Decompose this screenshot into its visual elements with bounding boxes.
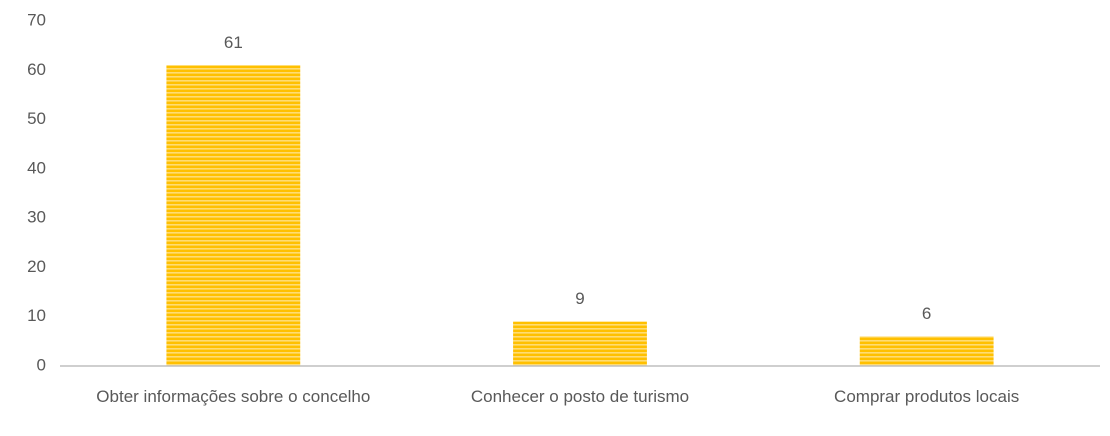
bar (859, 336, 994, 366)
x-tick-label: Obter informações sobre o concelho (96, 387, 371, 406)
x-tick-label: Conhecer o posto de turismo (470, 387, 690, 406)
x-tick-label: Comprar produtos locais (834, 387, 1020, 406)
y-tick-label: 50 (27, 109, 46, 128)
bar (166, 65, 301, 366)
y-tick-label: 20 (27, 257, 46, 276)
y-tick-label: 40 (27, 158, 46, 177)
bar (513, 321, 647, 366)
y-tick-label: 70 (27, 10, 46, 29)
data-label: 9 (575, 289, 584, 308)
data-label: 6 (922, 304, 931, 323)
data-label: 61 (224, 33, 243, 52)
y-tick-label: 30 (27, 208, 46, 227)
y-tick-label: 10 (27, 306, 46, 325)
y-tick-label: 60 (27, 60, 46, 79)
y-tick-label: 0 (37, 355, 46, 374)
